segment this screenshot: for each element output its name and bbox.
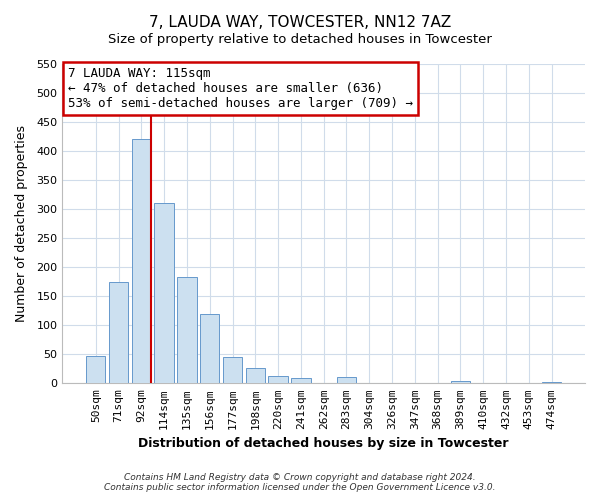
Text: Contains HM Land Registry data © Crown copyright and database right 2024.
Contai: Contains HM Land Registry data © Crown c… bbox=[104, 473, 496, 492]
Bar bbox=[337, 377, 356, 384]
Bar bbox=[542, 382, 561, 384]
Text: 7 LAUDA WAY: 115sqm
← 47% of detached houses are smaller (636)
53% of semi-detac: 7 LAUDA WAY: 115sqm ← 47% of detached ho… bbox=[68, 67, 413, 110]
Text: 7, LAUDA WAY, TOWCESTER, NN12 7AZ: 7, LAUDA WAY, TOWCESTER, NN12 7AZ bbox=[149, 15, 451, 30]
Bar bbox=[451, 381, 470, 384]
Bar bbox=[245, 368, 265, 384]
Text: Size of property relative to detached houses in Towcester: Size of property relative to detached ho… bbox=[108, 32, 492, 46]
Bar bbox=[109, 282, 128, 384]
Bar bbox=[86, 356, 106, 384]
Bar bbox=[268, 376, 288, 384]
Bar bbox=[200, 314, 220, 384]
Bar bbox=[154, 204, 174, 384]
X-axis label: Distribution of detached houses by size in Towcester: Distribution of detached houses by size … bbox=[139, 437, 509, 450]
Bar bbox=[291, 378, 311, 384]
Bar bbox=[177, 277, 197, 384]
Y-axis label: Number of detached properties: Number of detached properties bbox=[15, 125, 28, 322]
Bar bbox=[223, 357, 242, 384]
Bar bbox=[131, 140, 151, 384]
